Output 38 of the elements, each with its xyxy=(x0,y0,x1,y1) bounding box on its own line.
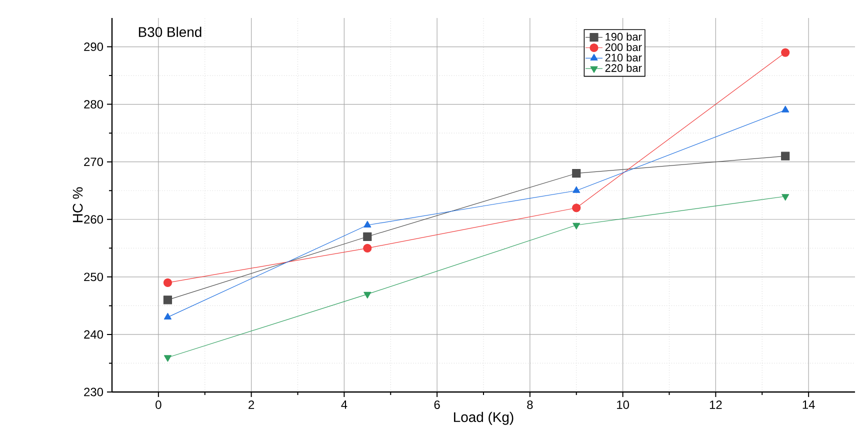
y-tick-label: 230 xyxy=(84,388,104,396)
legend-label: 220 bar xyxy=(605,64,642,72)
legend-label: 200 bar xyxy=(605,43,642,52)
y-tick-label: 280 xyxy=(84,100,104,109)
point xyxy=(782,194,790,201)
y-tick-label: 240 xyxy=(84,330,104,339)
point xyxy=(163,296,172,304)
x-tick-label: 6 xyxy=(434,400,440,409)
x-tick-label: 4 xyxy=(341,400,348,409)
x-tick-label: 0 xyxy=(156,400,162,409)
point xyxy=(164,312,172,320)
y-tick-label: 260 xyxy=(84,215,104,224)
x-tick-label: 14 xyxy=(802,400,815,409)
x-tick-label: 10 xyxy=(617,400,630,409)
y-axis-title: HC % xyxy=(72,187,83,222)
legend-label: 190 bar xyxy=(606,32,642,41)
point xyxy=(572,222,580,230)
y-tick-label: 290 xyxy=(84,42,104,51)
y-tick-label: 270 xyxy=(84,158,104,166)
point xyxy=(364,292,372,298)
point xyxy=(782,106,790,112)
point xyxy=(363,232,372,241)
x-tick-label: 2 xyxy=(248,400,254,409)
x-axis-title: Load (Kg) xyxy=(454,412,514,425)
x-tick-label: 8 xyxy=(527,400,533,409)
point xyxy=(781,48,790,57)
x-tick-label: 12 xyxy=(710,400,722,409)
y-tick-label: 250 xyxy=(84,272,104,282)
point xyxy=(164,355,172,362)
chart-title: B30 Blend xyxy=(138,26,202,38)
legend-label: 210 bar xyxy=(605,53,642,62)
point xyxy=(781,152,790,160)
point xyxy=(572,204,581,212)
point xyxy=(572,186,580,193)
point xyxy=(572,169,581,178)
point xyxy=(364,220,372,228)
point xyxy=(163,278,172,287)
point xyxy=(363,244,372,252)
